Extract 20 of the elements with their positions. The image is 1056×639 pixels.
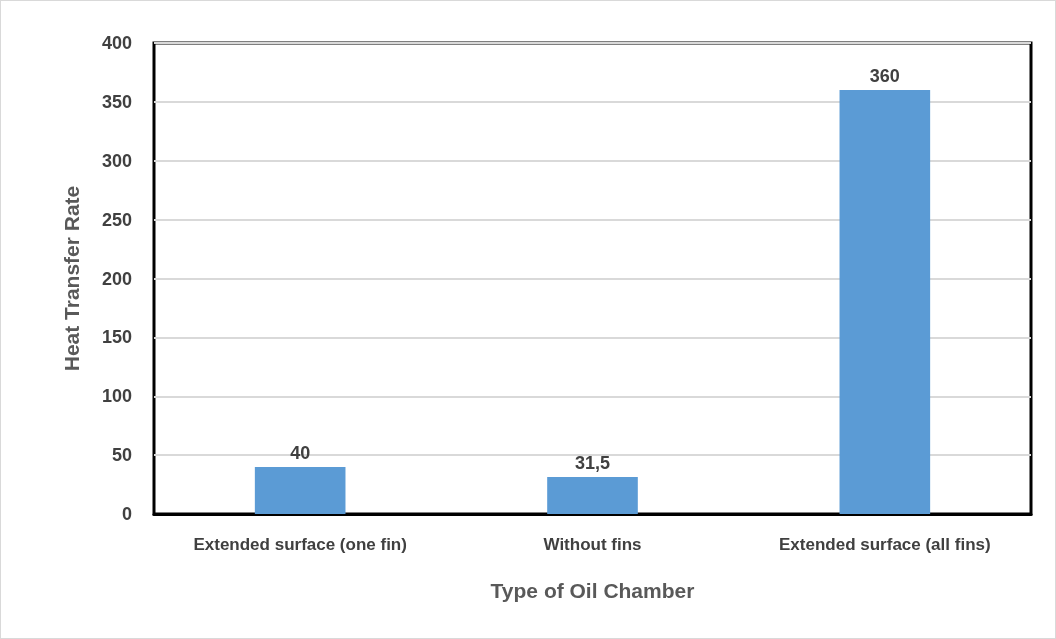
y-tick-label: 350 [101, 91, 132, 112]
x-tick-label: Without fins [543, 535, 642, 554]
y-tick-label: 400 [101, 33, 132, 53]
y-tick-label: 150 [101, 327, 132, 348]
y-tick-label: 0 [121, 504, 132, 524]
y-tick-label: 50 [111, 445, 132, 466]
bar [547, 476, 638, 514]
y-tick-label: 250 [101, 209, 132, 230]
bar [839, 90, 931, 514]
bar [254, 466, 346, 514]
data-label: 31,5 [574, 452, 611, 473]
x-tick-label: Extended surface (all fins) [779, 535, 991, 554]
data-label: 360 [869, 66, 900, 87]
y-axis-title: Heat Transfer Rate [60, 185, 83, 372]
y-tick-label: 100 [101, 386, 132, 407]
data-label: 40 [290, 442, 311, 463]
y-tick-label: 300 [101, 150, 132, 171]
x-tick-label: Extended surface (one fin) [193, 535, 407, 554]
y-tick-label: 200 [101, 268, 132, 289]
x-axis-title: Type of Oil Chamber [490, 579, 695, 602]
